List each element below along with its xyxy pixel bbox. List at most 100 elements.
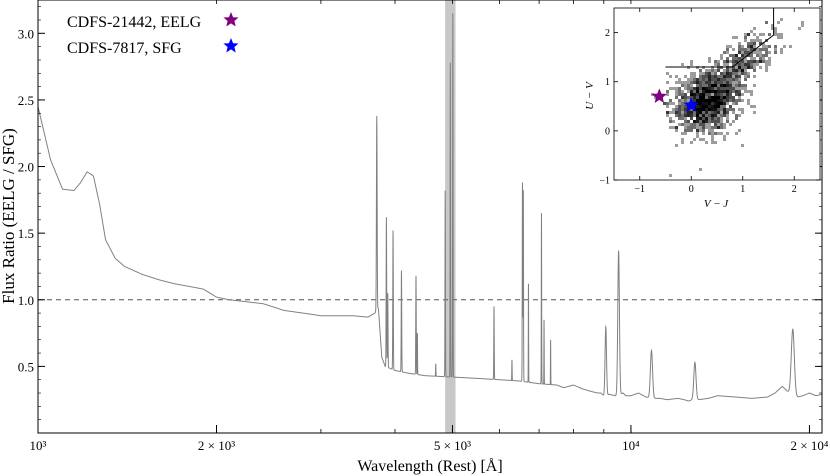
- density-cell: [714, 99, 717, 102]
- density-cell: [702, 81, 705, 84]
- density-cell: [756, 39, 759, 42]
- density-cell: [744, 48, 747, 51]
- density-cell: [732, 36, 735, 39]
- density-cell: [699, 120, 702, 123]
- density-cell: [702, 72, 705, 75]
- density-cell: [684, 111, 687, 114]
- density-cell: [699, 108, 702, 111]
- density-cell: [732, 87, 735, 90]
- density-cell: [690, 123, 693, 126]
- density-cell: [711, 87, 714, 90]
- density-cell: [735, 54, 738, 57]
- density-cell: [696, 108, 699, 111]
- density-cell: [723, 72, 726, 75]
- density-cell: [735, 84, 738, 87]
- density-cell: [759, 33, 762, 36]
- density-cell: [711, 129, 714, 132]
- density-cell: [720, 54, 723, 57]
- density-cell: [768, 45, 771, 48]
- density-cell: [741, 60, 744, 63]
- density-cell: [747, 51, 750, 54]
- inset-x-tick-label: 1: [740, 184, 745, 195]
- density-cell: [750, 30, 753, 33]
- density-cell: [687, 123, 690, 126]
- density-cell: [687, 90, 690, 93]
- density-cell: [729, 60, 732, 63]
- density-cell: [699, 117, 702, 120]
- density-cell: [753, 69, 756, 72]
- density-cell: [696, 105, 699, 108]
- x-tick-label: 2 × 10⁴: [790, 438, 828, 453]
- density-cell: [696, 135, 699, 138]
- density-cell: [708, 69, 711, 72]
- density-cell: [732, 54, 735, 57]
- density-cell: [741, 87, 744, 90]
- density-cell: [714, 123, 717, 126]
- density-cell: [684, 129, 687, 132]
- density-cell: [675, 75, 678, 78]
- density-cell: [774, 33, 777, 36]
- density-cell: [699, 126, 702, 129]
- density-cell: [714, 81, 717, 84]
- density-cell: [705, 141, 708, 144]
- density-cell: [729, 69, 732, 72]
- density-cell: [726, 90, 729, 93]
- density-cell: [699, 123, 702, 126]
- density-cell: [720, 75, 723, 78]
- density-cell: [714, 111, 717, 114]
- density-cell: [687, 84, 690, 87]
- density-cell: [735, 72, 738, 75]
- density-cell: [711, 138, 714, 141]
- x-axis-ticks: 10³ 2 × 10³ 5 × 10³ 10⁴ 2 × 10⁴: [30, 0, 829, 453]
- density-cell: [666, 114, 669, 117]
- density-cell: [696, 84, 699, 87]
- density-cell: [717, 108, 720, 111]
- inset-y-tick-label: 1: [605, 77, 610, 88]
- density-cell: [690, 117, 693, 120]
- inset-y-label: U − V: [584, 81, 596, 110]
- density-cell: [681, 141, 684, 144]
- density-cell: [735, 75, 738, 78]
- density-cell: [711, 132, 714, 135]
- density-cell: [681, 111, 684, 114]
- density-cell: [744, 33, 747, 36]
- density-cell: [747, 54, 750, 57]
- density-cell: [723, 126, 726, 129]
- density-cell: [753, 57, 756, 60]
- density-cell: [729, 123, 732, 126]
- density-cell: [690, 87, 693, 90]
- density-cell: [711, 90, 714, 93]
- density-cell: [720, 102, 723, 105]
- density-cell: [696, 87, 699, 90]
- density-cell: [732, 69, 735, 72]
- density-cell: [738, 66, 741, 69]
- density-cell: [705, 111, 708, 114]
- density-cell: [705, 96, 708, 99]
- density-cell: [678, 102, 681, 105]
- flux-ratio-line: [38, 13, 822, 402]
- density-cell: [666, 81, 669, 84]
- density-cell: [738, 78, 741, 81]
- density-cell: [780, 18, 783, 21]
- density-cell: [744, 51, 747, 54]
- density-cell: [741, 84, 744, 87]
- density-cell: [714, 108, 717, 111]
- density-cell: [696, 81, 699, 84]
- density-cell: [756, 54, 759, 57]
- density-cell: [702, 105, 705, 108]
- density-cell: [714, 87, 717, 90]
- density-cell: [720, 81, 723, 84]
- density-cell: [705, 114, 708, 117]
- density-cell: [705, 105, 708, 108]
- density-cell: [696, 123, 699, 126]
- density-cell: [675, 96, 678, 99]
- density-cell: [675, 111, 678, 114]
- density-cell: [708, 93, 711, 96]
- density-cell: [741, 51, 744, 54]
- density-cell: [720, 132, 723, 135]
- density-cell: [738, 51, 741, 54]
- density-cell: [702, 102, 705, 105]
- density-cell: [747, 48, 750, 51]
- x-tick-label: 10⁴: [622, 438, 640, 453]
- density-cell: [744, 36, 747, 39]
